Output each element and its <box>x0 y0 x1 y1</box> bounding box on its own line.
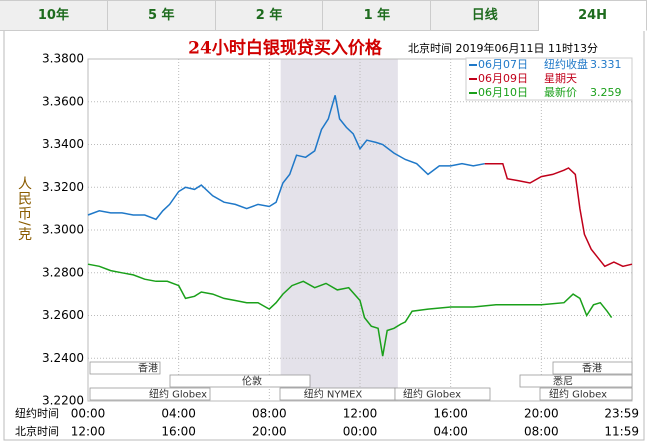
x2-tick-label: 16:00 <box>161 425 196 439</box>
series-line <box>87 95 485 221</box>
tab[interactable]: 5 年 <box>107 0 216 31</box>
x2-tick-label: 12:00 <box>71 425 106 439</box>
y-tick-label: 3.3200 <box>42 180 84 194</box>
chart-title: 24小时白银现贷买入价格 <box>188 38 383 59</box>
y-axis-label: 人民币/克 <box>16 176 32 242</box>
x2-tick-label: 20:00 <box>252 425 287 439</box>
session-label: 纽约 Globex <box>403 388 461 401</box>
chart-subtitle: 北京时间 2019年06月11日 11时13分 <box>408 41 598 55</box>
session-box <box>519 374 633 388</box>
x-tick-label: 20:00 <box>524 407 559 421</box>
legend-box <box>465 57 633 101</box>
y-tick-label: 3.2600 <box>42 308 84 322</box>
legend-value: 3.331 <box>590 58 622 71</box>
session-label: 纽约 NYMEX <box>304 388 363 401</box>
legend-value: 3.259 <box>590 86 622 99</box>
session-label: 香港 <box>582 363 602 375</box>
legend-note: 纽约收盘 <box>544 57 588 71</box>
y-tick-label: 3.3000 <box>42 223 84 237</box>
session-box <box>394 387 491 401</box>
x2-tick-label: 00:00 <box>343 425 378 439</box>
x2-tick-label: 04:00 <box>433 425 468 439</box>
legend-note: 最新价 <box>544 85 577 99</box>
legend-name: 06月09日 <box>478 72 528 85</box>
session-box <box>552 361 633 375</box>
session-label: 纽约 Globex <box>149 388 207 401</box>
y-tick-label: 3.3800 <box>42 52 84 66</box>
x-tick-label: 00:00 <box>71 407 106 421</box>
x-tick-label: 12:00 <box>343 407 378 421</box>
y-tick-label: 3.3600 <box>42 94 84 108</box>
y-tick-label: 3.2200 <box>42 394 84 408</box>
legend-note: 星期天 <box>544 72 577 85</box>
series-line <box>87 263 613 357</box>
legend-name: 06月07日 <box>478 58 528 71</box>
x2-tick-label: 08:00 <box>524 425 559 439</box>
x-axis-label: 纽约时间 <box>15 406 59 420</box>
tab[interactable]: 10年 <box>0 0 108 31</box>
x-tick-label: 16:00 <box>433 407 468 421</box>
x2-tick-label: 11:59 <box>604 425 639 439</box>
session-box <box>89 361 161 375</box>
session-label: 伦敦 <box>242 375 262 388</box>
session-box <box>169 374 311 388</box>
session-label: 悉尼 <box>553 376 573 388</box>
tab[interactable]: 日线 <box>431 0 540 31</box>
y-tick-label: 3.2800 <box>42 265 84 279</box>
x-tick-label: 08:00 <box>252 407 287 421</box>
session-label: 纽约 Globex <box>549 388 607 401</box>
x2-axis-label: 北京时间 <box>15 424 59 438</box>
series-line <box>484 162 633 268</box>
tab[interactable]: 24H <box>539 0 647 31</box>
legend-name: 06月10日 <box>478 86 528 99</box>
session-label: 香港 <box>138 363 158 375</box>
session-box <box>539 387 633 401</box>
y-tick-label: 3.2400 <box>42 351 84 365</box>
tab[interactable]: 1 年 <box>323 0 432 31</box>
tab[interactable]: 2 年 <box>215 0 324 31</box>
x-tick-label: 23:59 <box>604 407 639 421</box>
session-box <box>89 387 211 401</box>
y-tick-label: 3.3400 <box>42 137 84 151</box>
x-tick-label: 04:00 <box>161 407 196 421</box>
